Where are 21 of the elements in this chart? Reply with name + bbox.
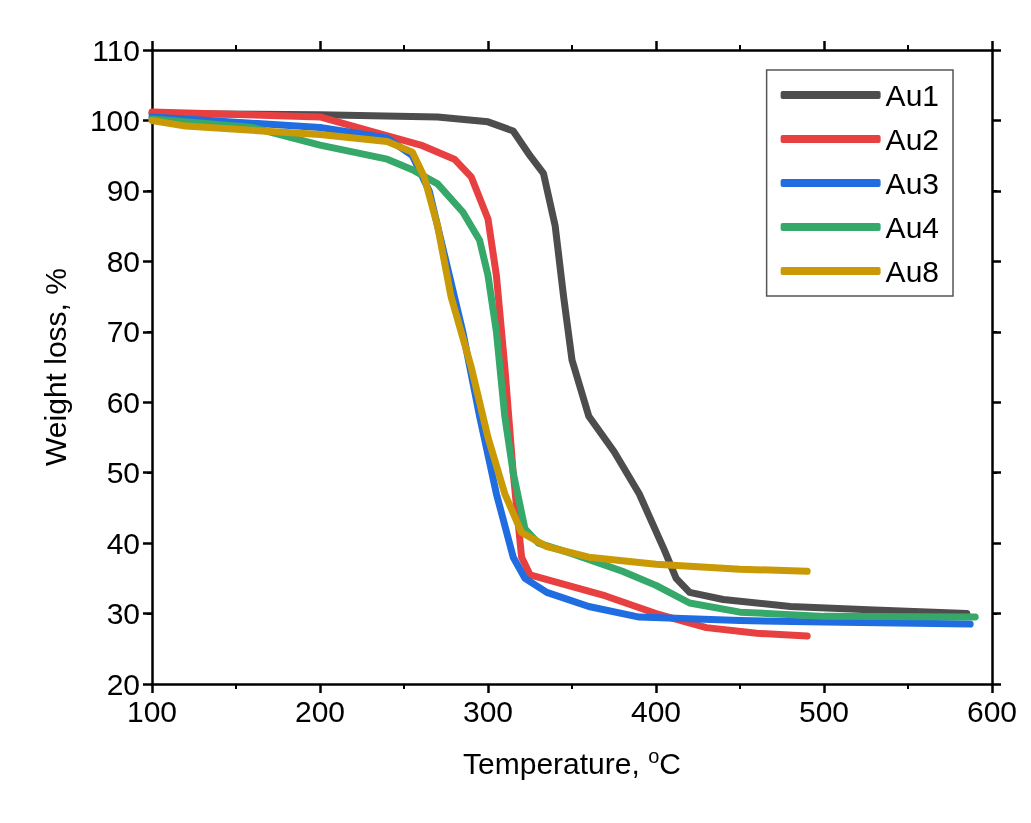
y-tick-label: 20 xyxy=(106,667,140,701)
y-tick-label: 50 xyxy=(106,456,140,490)
x-tick-label: 300 xyxy=(462,694,514,728)
y-tick-label: 70 xyxy=(106,315,140,349)
y-tick-label: 110 xyxy=(92,33,140,67)
legend-label: Au4 xyxy=(885,210,940,244)
y-axis-title: Weight loss, % xyxy=(38,268,72,466)
x-tick-label: 200 xyxy=(294,694,346,728)
legend-label: Au8 xyxy=(885,254,940,288)
y-tick-label: 90 xyxy=(106,174,140,208)
y-tick-label: 80 xyxy=(106,244,140,278)
y-tick-label: 100 xyxy=(89,103,140,137)
y-tick-label: 30 xyxy=(106,597,140,631)
y-tick-label: 40 xyxy=(106,526,140,560)
legend-label: Au2 xyxy=(885,122,940,156)
y-tick-label: 60 xyxy=(106,385,140,419)
x-tick-label: 400 xyxy=(630,694,682,728)
x-tick-label: 600 xyxy=(966,694,1018,728)
legend-label: Au1 xyxy=(885,78,940,112)
x-tick-label: 500 xyxy=(798,694,850,728)
legend-label: Au3 xyxy=(885,166,940,200)
